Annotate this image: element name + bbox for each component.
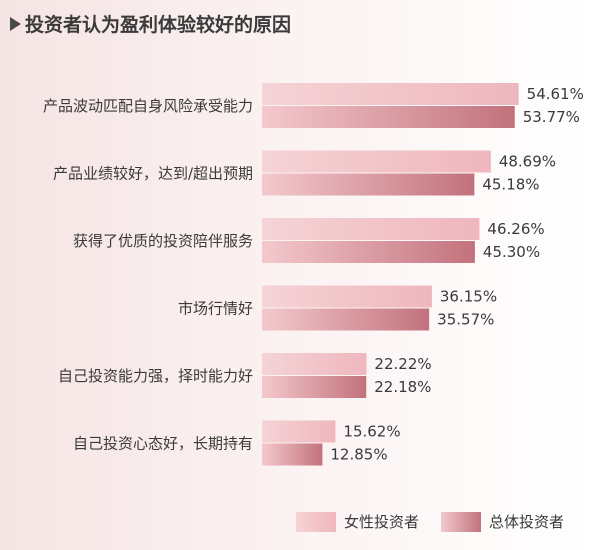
data-label-total: 45.18% [482, 176, 539, 194]
bar-female [262, 285, 432, 308]
legend-label-total: 总体投资者 [489, 513, 565, 531]
triangle-icon [10, 16, 21, 31]
data-label-total: 22.18% [374, 378, 431, 396]
chart-title-text: 投资者认为盈利体验较好的原因 [25, 14, 292, 36]
data-label-female: 15.62% [343, 423, 400, 441]
chart-title: 投资者认为盈利体验较好的原因 [10, 10, 291, 37]
legend-swatch-total [441, 511, 482, 532]
category-label: 获得了优质的投资陪伴服务 [73, 232, 253, 250]
data-label-female: 22.22% [374, 355, 431, 373]
data-label-female: 36.15% [440, 288, 497, 306]
bar-female [262, 218, 480, 240]
category-label: 产品业绩较好，达到/超出预期 [53, 165, 253, 183]
category-label: 自己投资能力强，择时能力好 [58, 367, 253, 385]
bar-total [262, 106, 515, 128]
data-label-total: 53.77% [523, 108, 580, 126]
category-label: 自己投资心态好，长期持有 [73, 435, 253, 453]
category-label: 产品波动匹配自身风险承受能力 [43, 97, 253, 115]
bar-female [262, 150, 491, 173]
bar-female [262, 353, 367, 375]
legend-item-female: 女性投资者 [296, 511, 419, 532]
data-label-total: 35.57% [437, 311, 494, 329]
legend-item-total: 总体投资者 [441, 511, 564, 532]
legend-label-female: 女性投资者 [344, 513, 420, 531]
bar-total [262, 308, 430, 331]
data-label-total: 12.85% [330, 446, 387, 464]
data-label-female: 48.69% [499, 153, 556, 171]
legend-swatch-female [296, 511, 336, 532]
bar-total [262, 443, 323, 466]
chart-legend: 女性投资者 总体投资者 [296, 511, 586, 532]
bar-female [262, 83, 519, 105]
bar-total [262, 376, 367, 398]
category-label: 市场行情好 [178, 300, 253, 318]
bar-total [262, 173, 475, 196]
data-label-female: 46.26% [487, 220, 544, 238]
bar-total [262, 241, 475, 263]
data-label-total: 45.30% [483, 243, 540, 261]
data-label-female: 54.61% [527, 85, 584, 103]
bar-female [262, 420, 336, 443]
